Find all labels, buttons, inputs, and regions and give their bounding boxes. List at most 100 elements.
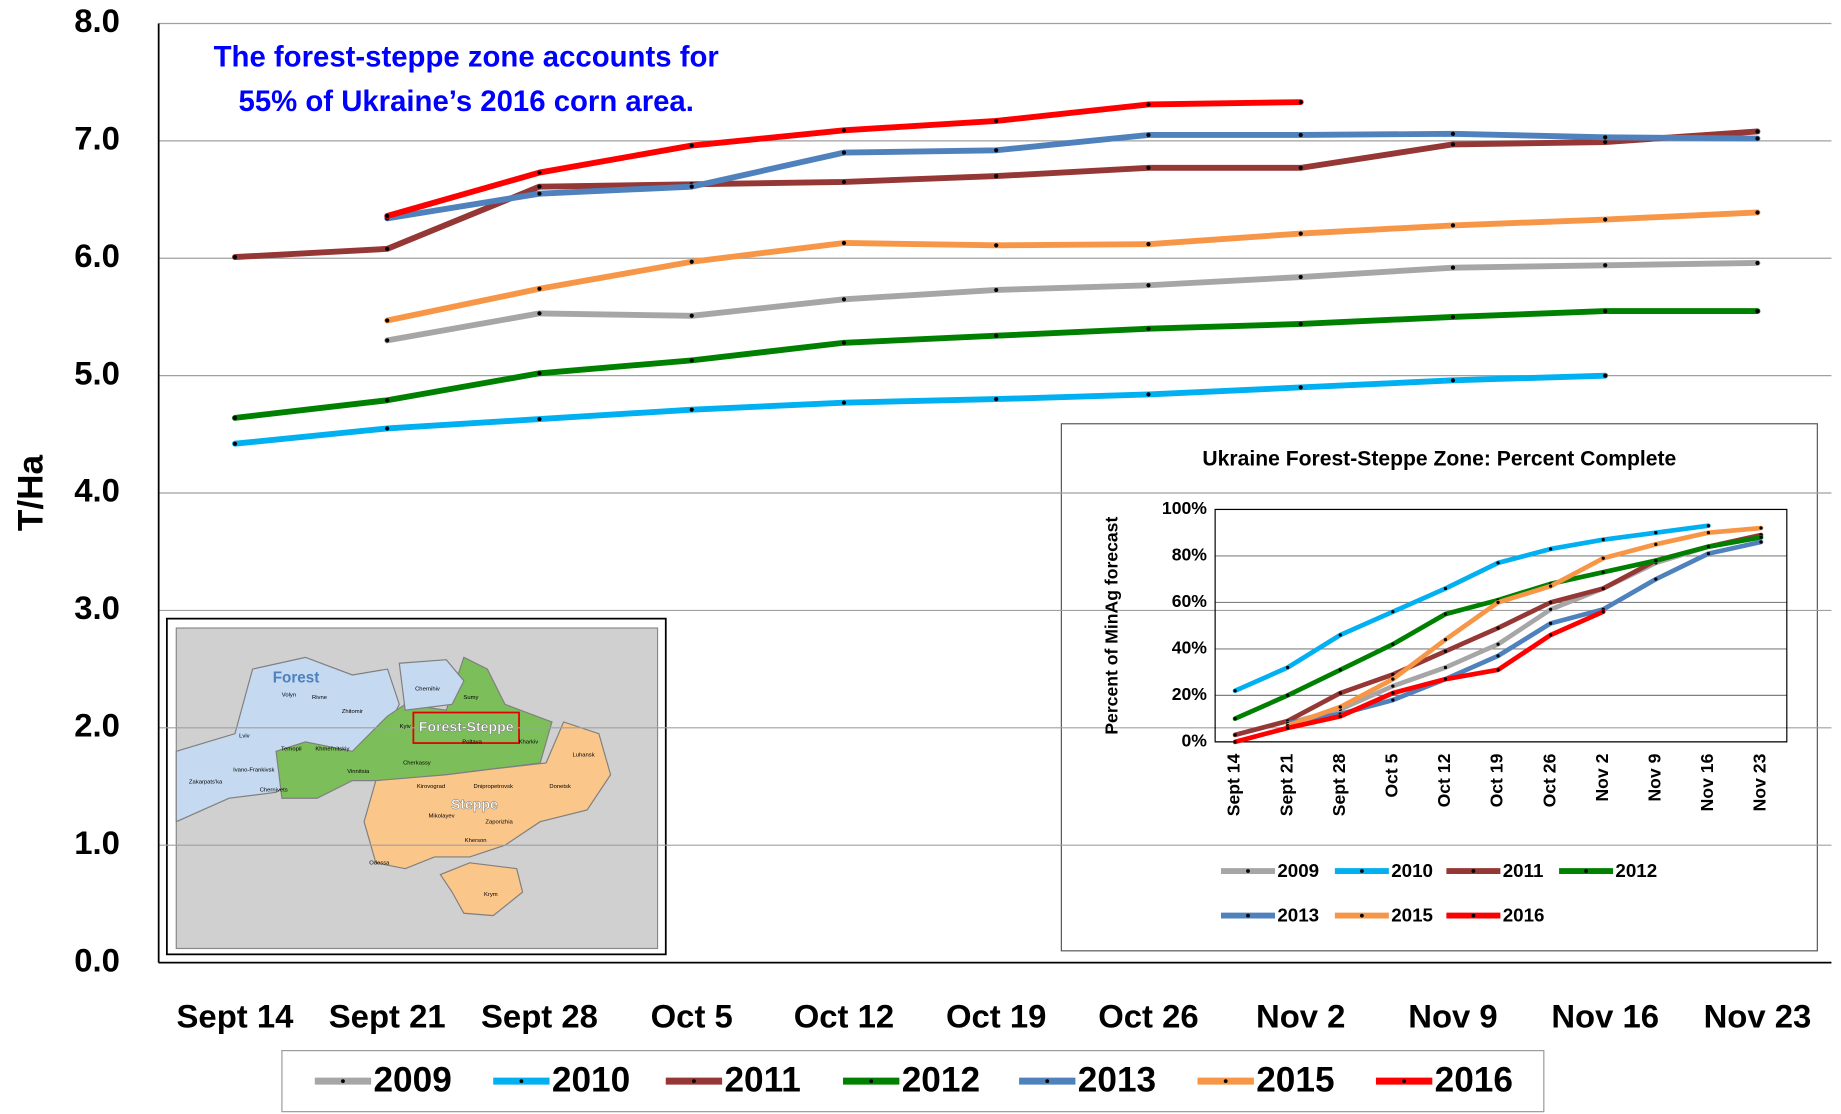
y-axis-label: T/Ha xyxy=(11,454,50,531)
x-tick-label: Sept 21 xyxy=(1276,753,1296,816)
data-point xyxy=(1654,542,1658,546)
x-tick-label: Oct 26 xyxy=(1539,753,1559,807)
data-point xyxy=(994,287,999,293)
data-point xyxy=(385,246,390,251)
forest-zone-north xyxy=(398,659,465,711)
legend-dot xyxy=(1359,913,1364,918)
data-point xyxy=(1146,326,1151,331)
data-point xyxy=(994,333,999,338)
data-point xyxy=(1548,584,1553,588)
data-point xyxy=(1654,577,1658,581)
data-point xyxy=(1298,100,1303,105)
y-tick-label: 60% xyxy=(1172,591,1208,611)
x-tick-label: Oct 12 xyxy=(1434,753,1454,807)
data-point xyxy=(1443,677,1448,681)
data-point xyxy=(1146,102,1151,107)
map-label: Forest xyxy=(273,670,320,687)
annotation: 55% of Ukraine’s 2016 corn area. xyxy=(239,85,694,118)
map-label: Donetsk xyxy=(549,784,571,790)
data-point xyxy=(1706,531,1711,535)
data-point xyxy=(689,143,694,148)
data-point xyxy=(1759,535,1763,539)
data-point xyxy=(1338,668,1342,672)
y-tick-label: 1.0 xyxy=(74,824,120,861)
legend-frame xyxy=(281,1050,1545,1113)
map-label: Chernivets xyxy=(260,788,288,794)
data-point xyxy=(689,358,694,363)
data-point xyxy=(689,407,694,412)
data-point xyxy=(841,150,847,155)
data-point xyxy=(1233,733,1237,737)
data-point xyxy=(1338,714,1342,718)
data-point xyxy=(689,313,694,318)
data-point xyxy=(994,118,999,124)
data-point xyxy=(1443,665,1448,670)
y-tick-label: 100% xyxy=(1162,498,1207,518)
data-point xyxy=(1755,210,1760,215)
data-point xyxy=(1146,283,1151,288)
data-point xyxy=(1601,570,1605,574)
x-tick-label: Nov 23 xyxy=(1704,998,1812,1035)
legend-dot xyxy=(341,1079,345,1084)
map-label: Forest-Steppe xyxy=(419,719,514,735)
data-point xyxy=(1146,392,1151,397)
data-point xyxy=(1601,538,1605,542)
data-point xyxy=(1603,135,1608,140)
data-point xyxy=(1496,561,1500,565)
data-point xyxy=(1286,665,1290,670)
legend-dot xyxy=(1223,1079,1228,1084)
legend-label: 2016 xyxy=(1503,905,1545,926)
data-point xyxy=(1450,314,1456,320)
data-point xyxy=(994,397,999,402)
data-point xyxy=(1338,705,1342,709)
data-point xyxy=(1450,131,1456,136)
map-label: Kherson xyxy=(465,838,487,844)
map-label: Cherkassy xyxy=(403,761,431,767)
x-tick-label: Sept 28 xyxy=(1329,753,1349,816)
data-point xyxy=(689,259,694,264)
data-point xyxy=(1146,132,1151,138)
y-tick-label: 40% xyxy=(1172,638,1208,658)
data-point xyxy=(1548,607,1553,612)
data-point xyxy=(1286,693,1290,698)
map-label: Luhansk xyxy=(573,752,595,758)
data-point xyxy=(232,415,238,421)
data-point xyxy=(1338,633,1342,637)
data-point xyxy=(385,338,390,343)
data-point xyxy=(1706,545,1711,549)
legend-label: 2010 xyxy=(552,1061,630,1100)
data-point xyxy=(1603,373,1608,378)
data-point xyxy=(1233,740,1237,744)
map-label: Ivano-Frankivsk xyxy=(233,768,274,774)
steppe-zone xyxy=(363,721,612,870)
data-point xyxy=(1391,691,1395,695)
legend-dot xyxy=(869,1079,874,1084)
data-point xyxy=(1759,526,1763,530)
data-point xyxy=(1146,242,1151,247)
series-line xyxy=(384,130,1761,222)
data-point xyxy=(1755,129,1760,134)
data-point xyxy=(1338,691,1342,695)
data-point xyxy=(841,179,847,185)
legend-label: 2011 xyxy=(724,1061,800,1100)
plot-frame xyxy=(1214,508,1788,743)
data-point xyxy=(1755,136,1760,141)
map-label: Zaporizhia xyxy=(485,819,513,825)
data-point xyxy=(1548,621,1553,625)
x-tick-label: Nov 2 xyxy=(1592,753,1612,801)
x-tick-label: Nov 23 xyxy=(1750,753,1770,811)
data-point xyxy=(232,441,238,446)
data-point xyxy=(1443,637,1448,642)
data-point xyxy=(1391,610,1395,614)
data-point xyxy=(1496,668,1500,672)
y-tick-label: 4.0 xyxy=(74,472,120,509)
data-point xyxy=(232,254,238,260)
x-tick-label: Nov 16 xyxy=(1551,998,1659,1035)
data-point xyxy=(841,400,847,405)
data-point xyxy=(1391,677,1395,681)
legend-label: 2012 xyxy=(902,1061,980,1100)
data-point xyxy=(1233,689,1237,693)
map-label: Volyn xyxy=(282,692,296,698)
legend-label: 2010 xyxy=(1391,860,1433,881)
